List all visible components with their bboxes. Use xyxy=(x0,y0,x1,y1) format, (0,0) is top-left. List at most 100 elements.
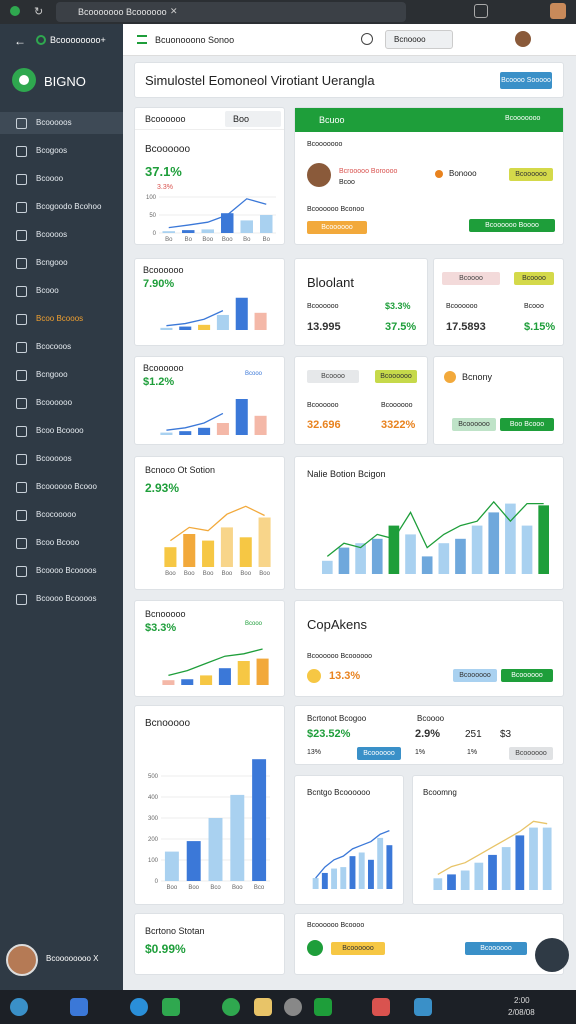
stat: 1% xyxy=(415,749,426,756)
menu-item[interactable]: Bcoooos xyxy=(0,224,123,246)
menu-item[interactable]: Bcoooo Bcoooos xyxy=(0,588,123,610)
bar xyxy=(433,878,443,890)
bar xyxy=(460,870,470,890)
card: Bcrtonot Bcogoo Bcoooo $23.52% 2.9% 251 … xyxy=(294,705,564,765)
menu-item[interactable]: Bcogoos xyxy=(0,140,123,162)
button[interactable]: Boo Bcooo xyxy=(500,418,554,431)
menu-item[interactable]: Bcocooos xyxy=(0,336,123,358)
taskbar-icon[interactable] xyxy=(254,998,272,1016)
card: Bcnoco Ot Sotion 2.93% Boo Boo Boo Boo Boo Bo… xyxy=(134,456,285,590)
nav-back[interactable]: ↻ xyxy=(34,6,44,18)
tag: Bcooo xyxy=(245,371,263,377)
chip: Bcoooo xyxy=(514,272,554,285)
menu-item[interactable]: Bcoo Bcooo xyxy=(0,532,123,554)
menu-item[interactable]: Bcooo xyxy=(0,280,123,302)
button[interactable]: Bcoooooo xyxy=(509,747,553,760)
bar xyxy=(358,852,365,889)
button[interactable]: Bcoooooo xyxy=(331,942,385,955)
profile[interactable] xyxy=(550,3,566,19)
bar xyxy=(501,847,511,890)
menu-item[interactable]: Bcooooos xyxy=(0,112,123,134)
menu-item[interactable]: Bcngooo xyxy=(0,252,123,274)
label: Bcoooooo Bcoooooo xyxy=(307,653,372,660)
taskbar-icon[interactable] xyxy=(10,998,28,1016)
button[interactable]: Bcoooooo xyxy=(509,168,553,181)
help-icon[interactable] xyxy=(361,33,373,45)
stat: 1% xyxy=(467,749,478,756)
bar xyxy=(237,661,250,685)
menu-item[interactable]: Bcoooo xyxy=(0,168,123,190)
menu-item[interactable]: Bcoooooo xyxy=(0,392,123,414)
card-title: Bcnoco Ot Sotion xyxy=(145,465,216,475)
taskbar-icon[interactable] xyxy=(284,998,302,1016)
taskbar-icon[interactable] xyxy=(372,998,390,1016)
kpi: 2.93% xyxy=(145,481,180,495)
app-header: Bcuonooono Sonoo Bcnoooo xyxy=(123,24,576,56)
menu-item[interactable]: Bcooooos xyxy=(0,448,123,470)
menu-item[interactable]: Bcngooo xyxy=(0,364,123,386)
trend-line xyxy=(315,829,390,879)
page-button[interactable]: Bcoooo Sooooo xyxy=(500,72,552,89)
tab[interactable]: Bcoooooo xyxy=(145,114,186,124)
bar xyxy=(216,423,229,435)
card-title: Bcoooooo xyxy=(143,265,184,275)
bar xyxy=(164,547,177,567)
card-title: Bcnooooo xyxy=(145,718,191,729)
button[interactable]: Bcoooooo xyxy=(501,669,553,682)
user-avatar[interactable] xyxy=(6,944,38,976)
taskbar-icon[interactable] xyxy=(414,998,432,1016)
menu-icon[interactable] xyxy=(137,35,147,44)
tab[interactable]: Boo xyxy=(233,114,250,124)
button[interactable]: Bcoooooo xyxy=(307,221,367,234)
label: Bcoooooo Bconoo xyxy=(307,206,365,213)
menu-item[interactable]: Bcocooooo xyxy=(0,504,123,526)
button[interactable]: Bcoooooo xyxy=(357,747,401,760)
ext-icon[interactable] xyxy=(474,4,488,18)
tab-close[interactable]: ✕ xyxy=(170,6,178,16)
taskbar-icon[interactable] xyxy=(70,998,88,1016)
menu-item[interactable]: Bcoo Bcoooo xyxy=(0,420,123,442)
taskbar-icon[interactable] xyxy=(222,998,240,1016)
card-title: Nalie Botion Bcigon xyxy=(307,469,386,479)
trend-line xyxy=(170,505,265,542)
card: Bcnooooo 0 100 200 300 400 500 Boo Boo Bco Boo Bco xyxy=(134,705,285,905)
app-logo xyxy=(36,35,46,45)
tab[interactable]: Bcooooooo Bcoooooo ✕ xyxy=(56,2,406,22)
menu-item[interactable]: Bcogoodo Bcohoo xyxy=(0,196,123,218)
select-label: Bcnoooo xyxy=(394,35,426,44)
trend-line xyxy=(166,412,224,431)
taskbar-icon[interactable] xyxy=(130,998,148,1016)
button[interactable]: Bcoooooo Boooo xyxy=(469,219,555,232)
menu-item[interactable]: Bcoo Bcooos xyxy=(0,308,123,330)
button[interactable]: Bcoooooo xyxy=(452,418,496,431)
header-select[interactable]: Bcnoooo xyxy=(385,30,453,49)
date: 2/08/08 xyxy=(508,1008,535,1017)
x-tick-label: Boo xyxy=(203,571,214,577)
chart xyxy=(321,500,550,574)
bar xyxy=(164,851,179,881)
taskbar-icon[interactable] xyxy=(314,998,332,1016)
chart xyxy=(160,399,267,435)
card: Bcoooooo Boo Bcoooooo 37.1% 3.3% 0 50 100 B… xyxy=(134,107,285,245)
menu-item[interactable]: Bcoooo Bcoooos xyxy=(0,560,123,582)
value: 17.5893 xyxy=(446,321,486,333)
chip: Bcoooo xyxy=(442,272,500,285)
chart: 0 100 200 300 400 500 Boo Boo Bco Boo Bco xyxy=(148,759,270,891)
bar xyxy=(179,431,192,435)
value: 251 xyxy=(465,729,482,740)
bar xyxy=(182,230,195,233)
card-title: CopAkens xyxy=(307,617,367,632)
button[interactable]: Bcoooooo xyxy=(453,669,497,682)
button[interactable]: Bcoooooo xyxy=(465,942,527,955)
card: Bcoomng xyxy=(412,775,564,905)
chip: Bcoooo xyxy=(307,370,359,383)
user-name[interactable]: Bcoooooooo X xyxy=(46,954,99,963)
menu-item[interactable]: Bcoooooo Bcooo xyxy=(0,476,123,498)
taskbar-icon[interactable] xyxy=(162,998,180,1016)
bar xyxy=(538,505,550,574)
fab[interactable] xyxy=(535,938,569,972)
x-tick-label: Boo xyxy=(202,237,213,243)
header-avatar[interactable] xyxy=(515,31,531,47)
value: $.15% xyxy=(524,321,556,333)
back-arrow[interactable]: ← xyxy=(14,34,26,48)
